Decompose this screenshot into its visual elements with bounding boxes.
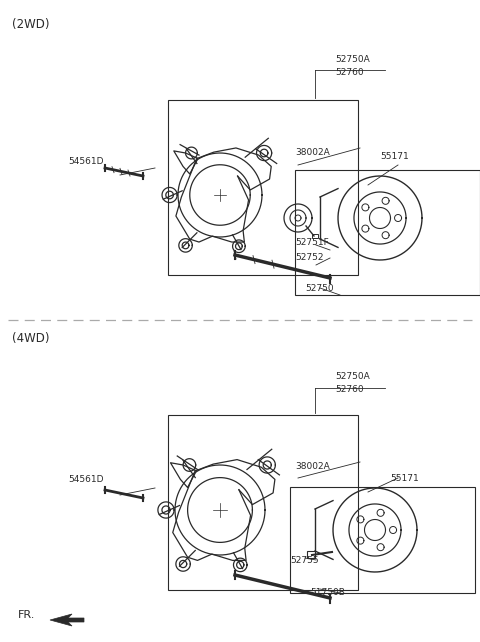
Text: 55171: 55171 bbox=[380, 152, 409, 161]
Text: 52750A: 52750A bbox=[335, 372, 370, 381]
Text: FR.: FR. bbox=[18, 610, 36, 620]
Text: 55171: 55171 bbox=[390, 474, 419, 483]
Text: 38002A: 38002A bbox=[295, 462, 330, 471]
Text: 51750B: 51750B bbox=[310, 588, 345, 597]
Bar bbox=[168, 415, 358, 590]
Text: (2WD): (2WD) bbox=[12, 18, 49, 31]
Bar bbox=[312, 234, 318, 238]
Bar bbox=[307, 551, 315, 558]
Text: 54561D: 54561D bbox=[68, 475, 104, 484]
Text: 52750: 52750 bbox=[305, 284, 334, 293]
Polygon shape bbox=[50, 614, 84, 626]
Text: 38002A: 38002A bbox=[295, 148, 330, 157]
Bar bbox=[168, 100, 358, 275]
Text: 52752: 52752 bbox=[295, 253, 324, 262]
Text: 52755: 52755 bbox=[290, 556, 319, 565]
Text: 52751F: 52751F bbox=[295, 238, 329, 247]
Text: 52760: 52760 bbox=[335, 68, 364, 77]
Text: 52760: 52760 bbox=[335, 385, 364, 394]
Text: (4WD): (4WD) bbox=[12, 332, 49, 345]
Bar bbox=[295, 170, 480, 295]
Text: 54561D: 54561D bbox=[68, 157, 104, 166]
Text: 52750A: 52750A bbox=[335, 55, 370, 64]
Bar bbox=[290, 487, 475, 593]
